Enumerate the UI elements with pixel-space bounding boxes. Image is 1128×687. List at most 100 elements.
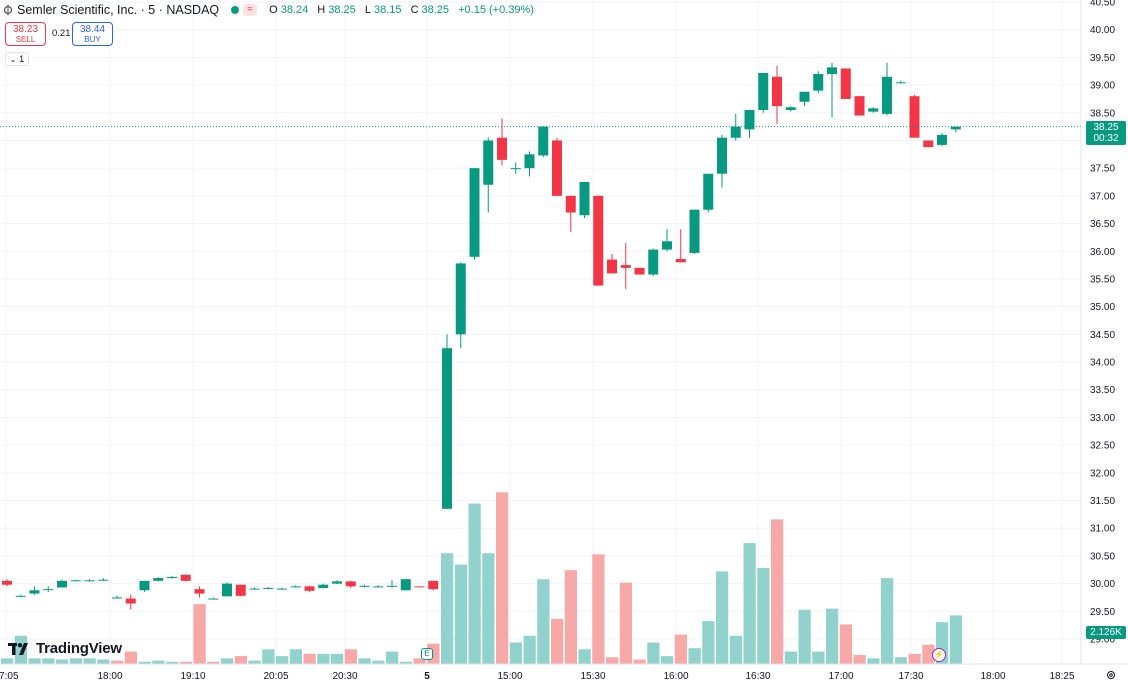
candle bbox=[895, 80, 906, 84]
volume-bar bbox=[454, 564, 467, 664]
candle-body bbox=[827, 67, 837, 75]
candle-body bbox=[772, 76, 782, 107]
candle bbox=[15, 594, 26, 597]
bar-countdown: 00:32 bbox=[1093, 133, 1119, 144]
volume-bar bbox=[867, 658, 880, 664]
volume-bar bbox=[592, 554, 605, 664]
volume-bar bbox=[537, 579, 550, 664]
candle bbox=[332, 580, 342, 585]
candle-body bbox=[29, 590, 40, 594]
volume-bar bbox=[248, 660, 261, 664]
price-axis[interactable]: 40.5040.0039.5039.0038.5038.0037.5037.00… bbox=[1090, 0, 1115, 646]
earnings-marker[interactable]: E bbox=[421, 648, 433, 660]
candle-body bbox=[414, 586, 425, 588]
candle bbox=[222, 582, 232, 597]
candle-body bbox=[785, 107, 796, 111]
candle bbox=[565, 195, 576, 232]
candle bbox=[57, 579, 67, 588]
candle bbox=[648, 248, 659, 277]
candle bbox=[70, 579, 81, 582]
candle bbox=[785, 106, 796, 112]
candle-body bbox=[469, 168, 480, 257]
price-tick-label: 33.50 bbox=[1090, 385, 1115, 396]
candle bbox=[497, 118, 507, 166]
candle bbox=[813, 71, 824, 94]
volume-bar bbox=[647, 642, 660, 664]
candle-body bbox=[43, 589, 54, 591]
candle bbox=[937, 133, 947, 147]
volume-bar bbox=[482, 553, 495, 664]
price-tick-label: 36.50 bbox=[1090, 219, 1115, 230]
candle-body bbox=[497, 137, 507, 160]
tradingview-logo[interactable]: TradingView bbox=[8, 640, 122, 657]
price-tick-label: 29.00 bbox=[1090, 635, 1115, 646]
volume-bar bbox=[97, 659, 110, 664]
volume-bar bbox=[124, 651, 137, 664]
volume-bar bbox=[908, 653, 921, 664]
volume-bar bbox=[276, 656, 289, 664]
volume-bar bbox=[111, 660, 124, 664]
time-tick-label: 18:25 bbox=[1049, 671, 1074, 682]
time-axis[interactable]: 17:05 18:00 19:10 20:05 20:30 5 15:00 15:30 16:0… bbox=[0, 671, 1075, 682]
volume-bar bbox=[702, 621, 715, 664]
time-tick-label: 5 bbox=[424, 671, 430, 682]
candle bbox=[125, 594, 136, 610]
candle bbox=[139, 580, 150, 592]
time-tick-label: 17:05 bbox=[0, 671, 19, 682]
candle-body bbox=[428, 580, 439, 590]
market-status-icon[interactable] bbox=[231, 6, 240, 14]
candle bbox=[772, 65, 782, 124]
candle-body bbox=[799, 91, 810, 102]
data-delay-icon[interactable]: ≈ bbox=[243, 4, 258, 16]
candle-body bbox=[442, 348, 452, 509]
candle bbox=[662, 229, 672, 252]
candle bbox=[538, 126, 549, 158]
volume-bar bbox=[523, 635, 536, 664]
candle-body bbox=[854, 96, 865, 116]
volume-bar bbox=[894, 657, 907, 664]
sell-label: SELL bbox=[15, 35, 36, 44]
candle-body bbox=[359, 585, 370, 587]
volume-bar bbox=[881, 578, 894, 664]
gear-icon[interactable] bbox=[1106, 670, 1116, 680]
volume-bar bbox=[551, 618, 564, 664]
candle bbox=[882, 62, 892, 116]
candle bbox=[359, 584, 370, 587]
volume-bar bbox=[826, 608, 839, 664]
symbol-title[interactable]: Semler Scientific, Inc. · 5 · NASDAQ bbox=[17, 3, 220, 17]
buy-button[interactable]: 38.44 BUY bbox=[72, 22, 113, 46]
volume-bar bbox=[179, 661, 192, 664]
candle bbox=[290, 585, 301, 588]
price-tick-label: 34.00 bbox=[1090, 358, 1115, 369]
indicator-collapse-button[interactable]: ⌄ 1 bbox=[5, 52, 29, 66]
candle-body bbox=[744, 110, 755, 130]
volume-bar bbox=[496, 492, 509, 664]
candle-body bbox=[565, 195, 576, 213]
volume-bar bbox=[358, 658, 371, 664]
candle-body bbox=[909, 96, 920, 138]
candle-body bbox=[648, 249, 659, 275]
price-tick-label: 39.50 bbox=[1090, 53, 1115, 64]
candle bbox=[180, 574, 191, 582]
volume-bar bbox=[441, 553, 454, 664]
sell-button[interactable]: 38.23 SELL bbox=[5, 22, 46, 46]
candle-body bbox=[579, 182, 590, 216]
candle bbox=[387, 580, 397, 588]
candle-body bbox=[263, 588, 274, 590]
symbol-logo-icon bbox=[4, 4, 12, 16]
candle-body bbox=[634, 267, 645, 275]
volume-bar bbox=[509, 642, 522, 664]
flash-event-icon[interactable]: ⚡ bbox=[932, 648, 946, 662]
volume-bar bbox=[234, 656, 247, 664]
candle-body bbox=[607, 259, 617, 274]
candle bbox=[634, 267, 645, 275]
volume-bar bbox=[303, 653, 316, 664]
candle bbox=[827, 62, 837, 118]
candle bbox=[167, 575, 177, 579]
candle-body bbox=[139, 580, 150, 591]
price-tick-label: 34.50 bbox=[1090, 330, 1115, 341]
symbol-legend[interactable]: Semler Scientific, Inc. · 5 · NASDAQ ≈ O… bbox=[4, 1, 537, 19]
volume-bar bbox=[317, 653, 330, 664]
candle-body bbox=[840, 68, 851, 99]
